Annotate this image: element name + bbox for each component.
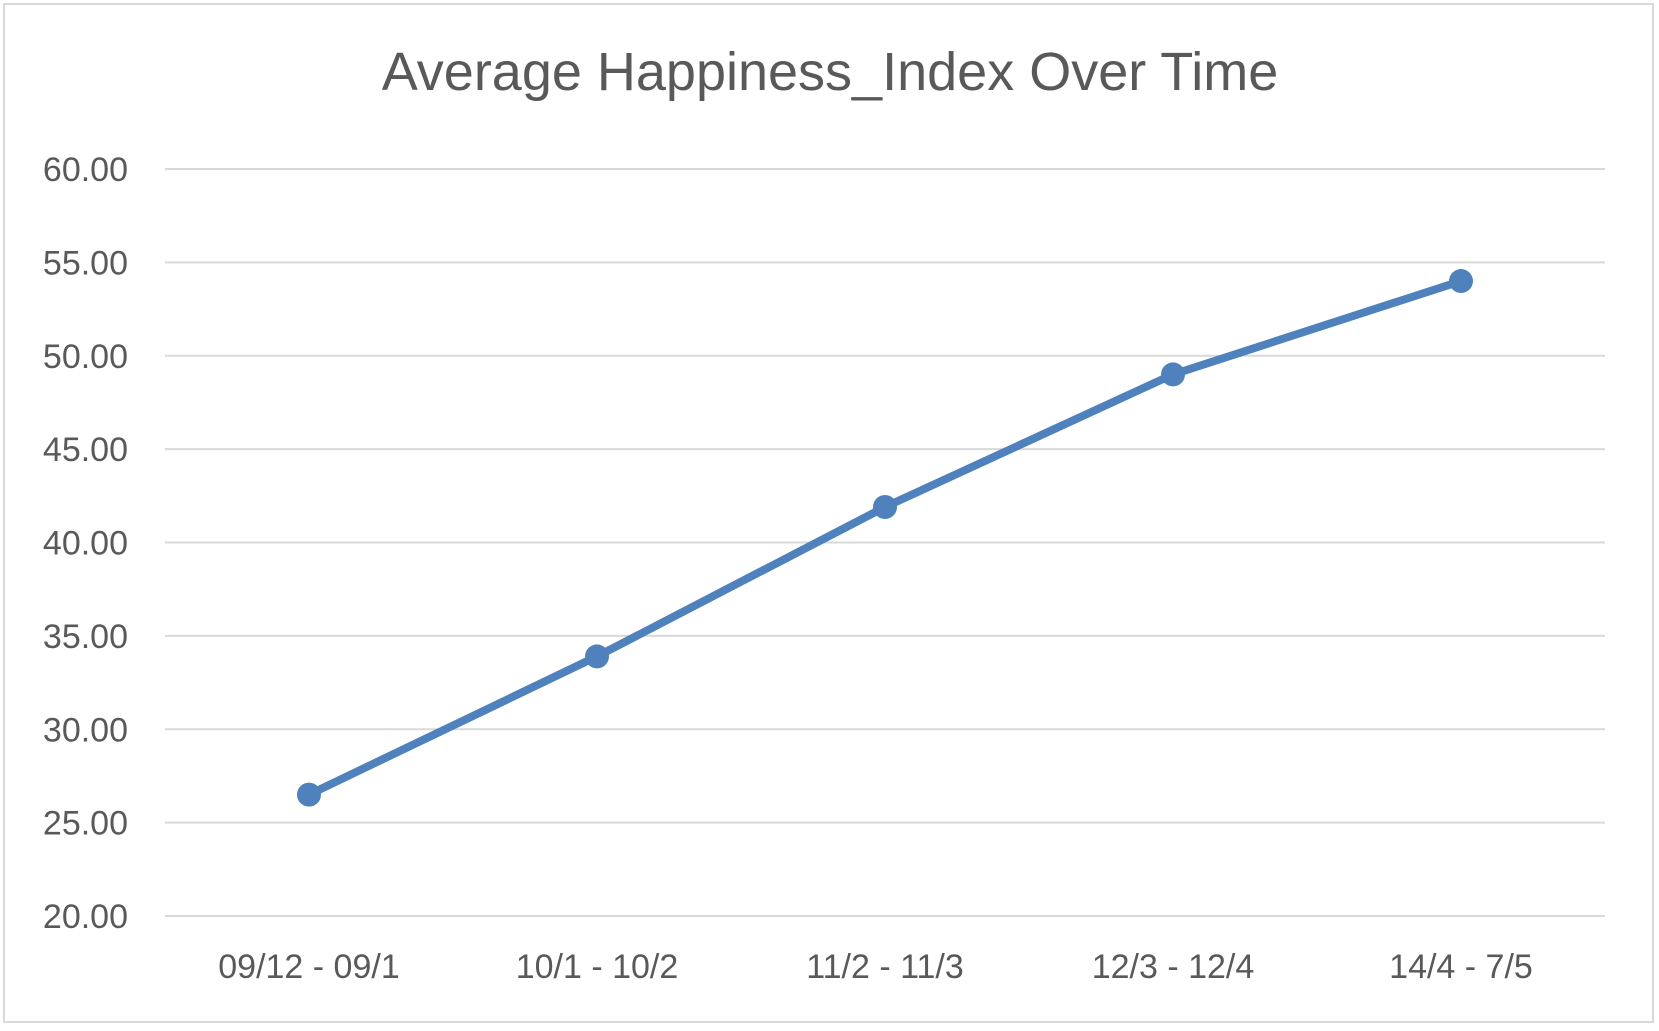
y-tick-label: 35.00 (43, 618, 128, 656)
series-line (305, 277, 1465, 799)
x-tick-label: 11/2 - 11/3 (806, 948, 964, 986)
y-tick-label: 40.00 (43, 525, 128, 563)
y-tick-label: 55.00 (43, 244, 128, 282)
x-tick-label: 10/1 - 10/2 (516, 948, 679, 986)
data-point-marker (873, 495, 897, 520)
x-axis-tick-labels: 09/12 - 09/1 10/1 - 10/2 11/2 - 11/3 12/3 -… (218, 948, 1533, 986)
chart-title: Average Happiness_Index Over Time (382, 42, 1278, 102)
y-axis-tick-labels: 20.00 25.00 30.00 35.00 40.00 45.00 50.00 55.00… (43, 151, 128, 936)
x-tick-label: 14/4 - 7/5 (1389, 948, 1533, 986)
y-tick-label: 20.00 (43, 898, 128, 936)
data-point-marker (297, 782, 321, 807)
y-tick-label: 60.00 (43, 151, 128, 189)
gridlines (165, 168, 1605, 917)
data-point-marker (1161, 362, 1185, 387)
y-tick-label: 50.00 (43, 338, 128, 376)
y-tick-label: 45.00 (43, 431, 128, 469)
y-tick-label: 30.00 (43, 711, 128, 749)
series-layer (297, 269, 1473, 807)
x-tick-label: 09/12 - 09/1 (218, 948, 399, 986)
x-tick-label: 12/3 - 12/4 (1092, 948, 1255, 986)
chart-frame (3, 3, 1654, 1023)
data-point-marker (585, 644, 609, 669)
data-point-marker (1449, 269, 1473, 294)
y-tick-label: 25.00 (43, 805, 128, 843)
